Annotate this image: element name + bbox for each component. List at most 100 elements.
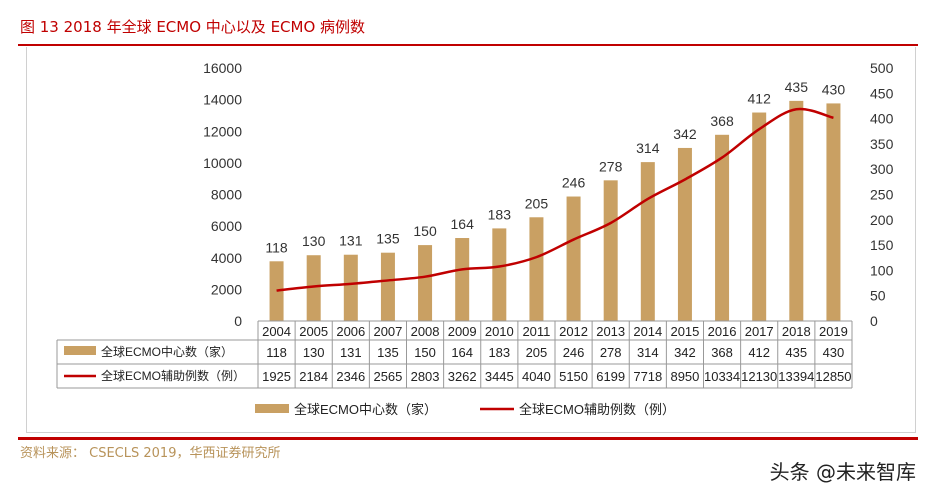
bar-2005 (306, 255, 321, 321)
table-centers-value: 164 (451, 345, 473, 360)
table-centers-value: 342 (674, 345, 696, 360)
bar-data-label: 246 (562, 175, 586, 191)
table-centers-value: 435 (785, 345, 807, 360)
left-axis-tick-label: 16000 (203, 60, 242, 76)
watermark: 头条 @未来智库 (769, 460, 916, 484)
table-cases-value: 12130 (741, 369, 777, 384)
left-axis-tick-label: 10000 (203, 155, 242, 171)
left-axis-tick-label: 0 (234, 313, 242, 329)
bar-data-label: 131 (339, 233, 363, 249)
table-centers-value: 278 (600, 345, 622, 360)
bar-2008 (418, 245, 433, 321)
table-year: 2008 (411, 324, 440, 339)
table-year: 2012 (559, 324, 588, 339)
line-cases (276, 107, 834, 292)
bar-data-label: 368 (710, 113, 734, 129)
table-year: 2005 (299, 324, 328, 339)
bar-data-label: 430 (822, 81, 846, 97)
bar-2018 (789, 100, 804, 321)
bar-2013 (603, 180, 618, 321)
bar-data-label: 135 (376, 231, 400, 247)
table-cases-value: 4040 (522, 369, 551, 384)
bar-2015 (677, 147, 692, 321)
table-cases-value: 12850 (815, 369, 851, 384)
right-axis-tick-label: 150 (870, 237, 894, 253)
table-cases-value: 6199 (596, 369, 625, 384)
table-year: 2019 (819, 324, 848, 339)
bar-data-label: 183 (488, 206, 512, 222)
table-year: 2011 (522, 324, 550, 339)
right-axis-tick-label: 300 (870, 161, 894, 177)
legend-bar-swatch (255, 404, 289, 413)
bar-data-label: 278 (599, 158, 623, 174)
bar-2017 (752, 112, 767, 321)
table-centers-value: 246 (563, 345, 585, 360)
table-year: 2015 (670, 324, 699, 339)
table-centers-value: 150 (414, 345, 436, 360)
bar-2011 (529, 217, 544, 321)
table-cases-value: 13394 (778, 369, 814, 384)
table-year: 2007 (373, 324, 402, 339)
table-centers-value: 131 (340, 345, 362, 360)
bar-data-label: 150 (413, 223, 437, 239)
table-bar-swatch (64, 346, 96, 355)
right-axis-tick-label: 50 (870, 288, 886, 304)
bar-data-label: 412 (748, 91, 772, 107)
bar-2016 (715, 134, 730, 321)
source-note: 资料来源： CSECLS 2019，华西证券研究所 (20, 446, 281, 461)
right-axis-tick-label: 100 (870, 262, 894, 278)
bar-data-label: 314 (636, 140, 660, 156)
left-axis-tick-label: 14000 (203, 92, 242, 108)
bar-2007 (380, 252, 395, 321)
bar-2019 (826, 103, 841, 321)
legend-label: 全球ECMO辅助例数（例） (519, 402, 675, 417)
right-axis-tick-label: 350 (870, 136, 894, 152)
table-cases-value: 8950 (670, 369, 699, 384)
table-row-label: 全球ECMO中心数（家） (101, 344, 233, 359)
table-year: 2010 (485, 324, 514, 339)
table-year: 2006 (336, 324, 365, 339)
table-cases-value: 2803 (411, 369, 440, 384)
table-cases-value: 2184 (299, 369, 328, 384)
table-year: 2004 (262, 324, 291, 339)
table-cases-value: 10334 (704, 369, 740, 384)
table-year: 2013 (596, 324, 625, 339)
bar-data-label: 435 (785, 79, 809, 95)
table-year: 2018 (782, 324, 811, 339)
table-centers-value: 130 (303, 345, 325, 360)
bar-data-label: 130 (302, 233, 326, 249)
bar-2012 (566, 196, 581, 321)
table-year: 2016 (708, 324, 737, 339)
left-axis-tick-label: 4000 (211, 250, 242, 266)
bar-2014 (640, 162, 655, 321)
left-axis-tick-label: 6000 (211, 218, 242, 234)
left-axis-tick-label: 8000 (211, 187, 242, 203)
table-centers-value: 205 (526, 345, 548, 360)
bar-2009 (455, 238, 470, 321)
right-axis-tick-label: 200 (870, 212, 894, 228)
table-cases-value: 1925 (262, 369, 291, 384)
table-row-label: 全球ECMO辅助例数（例） (101, 368, 245, 383)
table-centers-value: 430 (823, 345, 845, 360)
right-axis-tick-label: 400 (870, 111, 894, 127)
legend-label: 全球ECMO中心数（家） (294, 402, 437, 417)
bar-data-label: 164 (451, 216, 475, 232)
footer-rule (18, 437, 918, 440)
table-centers-value: 314 (637, 345, 659, 360)
right-axis-tick-label: 450 (870, 85, 894, 101)
table-cases-value: 2346 (336, 369, 365, 384)
bar-data-label: 342 (673, 126, 697, 142)
left-axis-tick-label: 12000 (203, 123, 242, 139)
bar-2006 (343, 254, 358, 321)
table-cases-value: 3445 (485, 369, 514, 384)
chart-frame (26, 47, 916, 433)
table-centers-value: 135 (377, 345, 399, 360)
table-cases-value: 2565 (373, 369, 402, 384)
right-axis-tick-label: 0 (870, 313, 878, 329)
table-centers-value: 183 (488, 345, 510, 360)
bar-2010 (492, 228, 507, 321)
bar-2004 (269, 261, 284, 321)
figure-title: 图 13 2018 年全球 ECMO 中心以及 ECMO 病例数 (20, 18, 366, 36)
bar-data-label: 118 (265, 239, 288, 255)
